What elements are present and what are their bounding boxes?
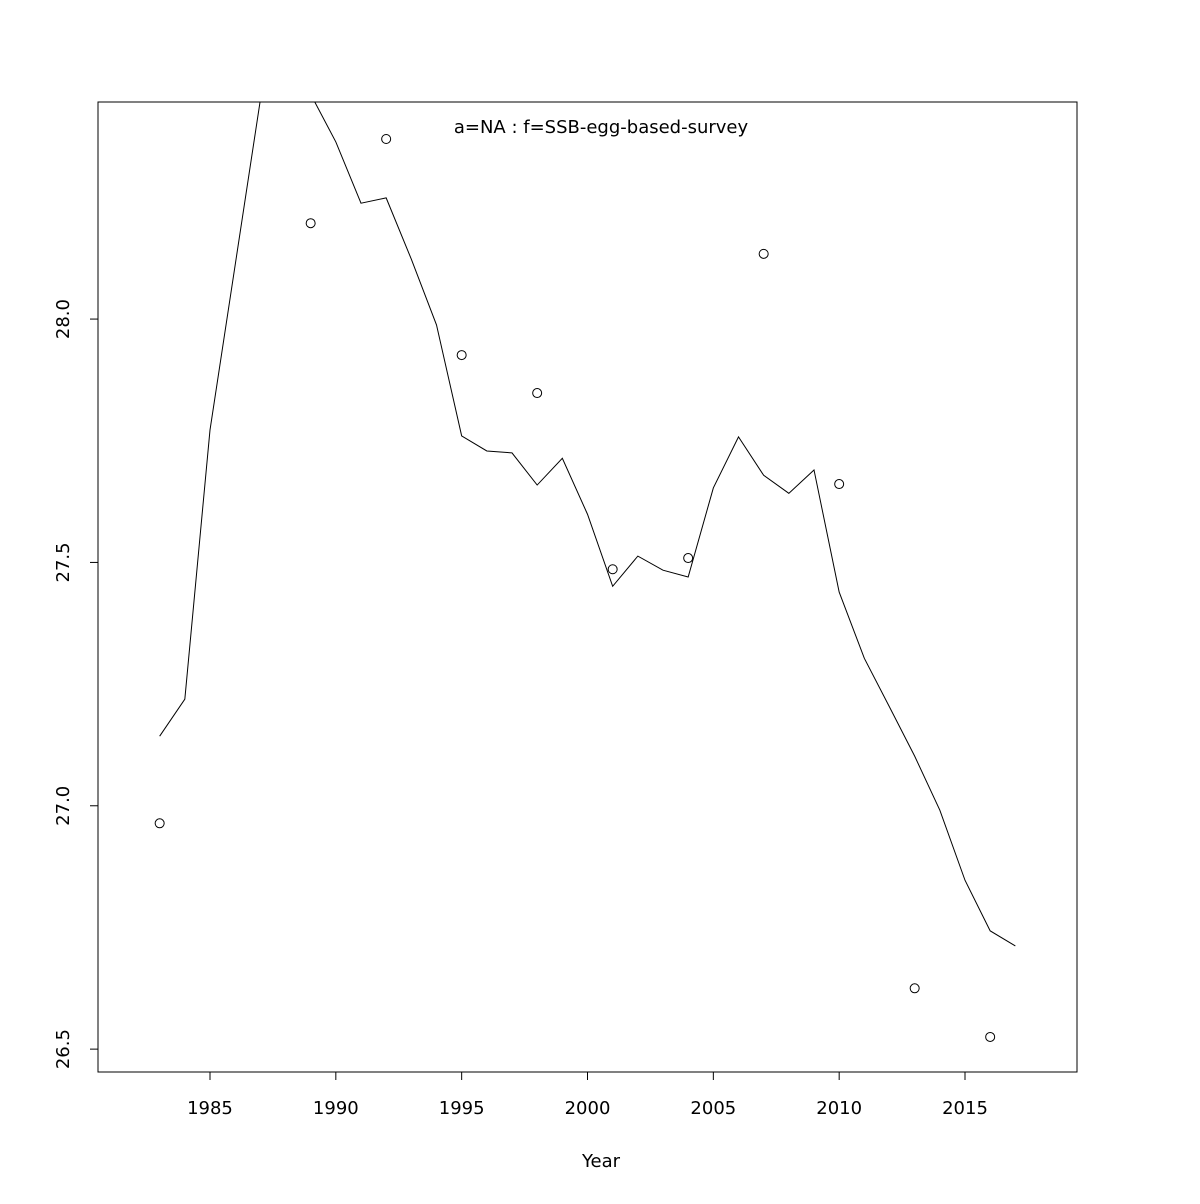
data-point: [683, 553, 694, 564]
y-tick-label: 28.0: [53, 299, 74, 339]
x-tick-label: 1995: [439, 1098, 485, 1119]
data-point: [305, 218, 316, 229]
data-point: [909, 983, 920, 994]
y-tick-label: 27.0: [53, 786, 74, 826]
data-line: [159, 102, 1016, 947]
x-tick-label: 2000: [565, 1098, 611, 1119]
data-point: [758, 248, 769, 259]
plot-frame: [97, 101, 1078, 1073]
data-point: [834, 479, 845, 490]
data-point: [456, 350, 467, 361]
x-tick-label: 2010: [816, 1098, 862, 1119]
x-tick-label: 2005: [690, 1098, 736, 1119]
x-tick-label: 1990: [313, 1098, 359, 1119]
data-point: [532, 388, 543, 399]
data-point: [985, 1031, 996, 1042]
x-tick-label: 1985: [187, 1098, 233, 1119]
data-point: [607, 564, 618, 575]
y-tick-label: 26.5: [53, 1029, 74, 1069]
plot-area: [154, 102, 1016, 1042]
data-point: [381, 133, 392, 144]
x-tick-label: 2015: [942, 1098, 988, 1119]
y-tick-label: 27.5: [53, 542, 74, 582]
chart-title: a=NA : f=SSB-egg-based-survey: [454, 117, 749, 138]
data-point: [154, 818, 165, 829]
x-axis-label: Year: [581, 1151, 621, 1172]
